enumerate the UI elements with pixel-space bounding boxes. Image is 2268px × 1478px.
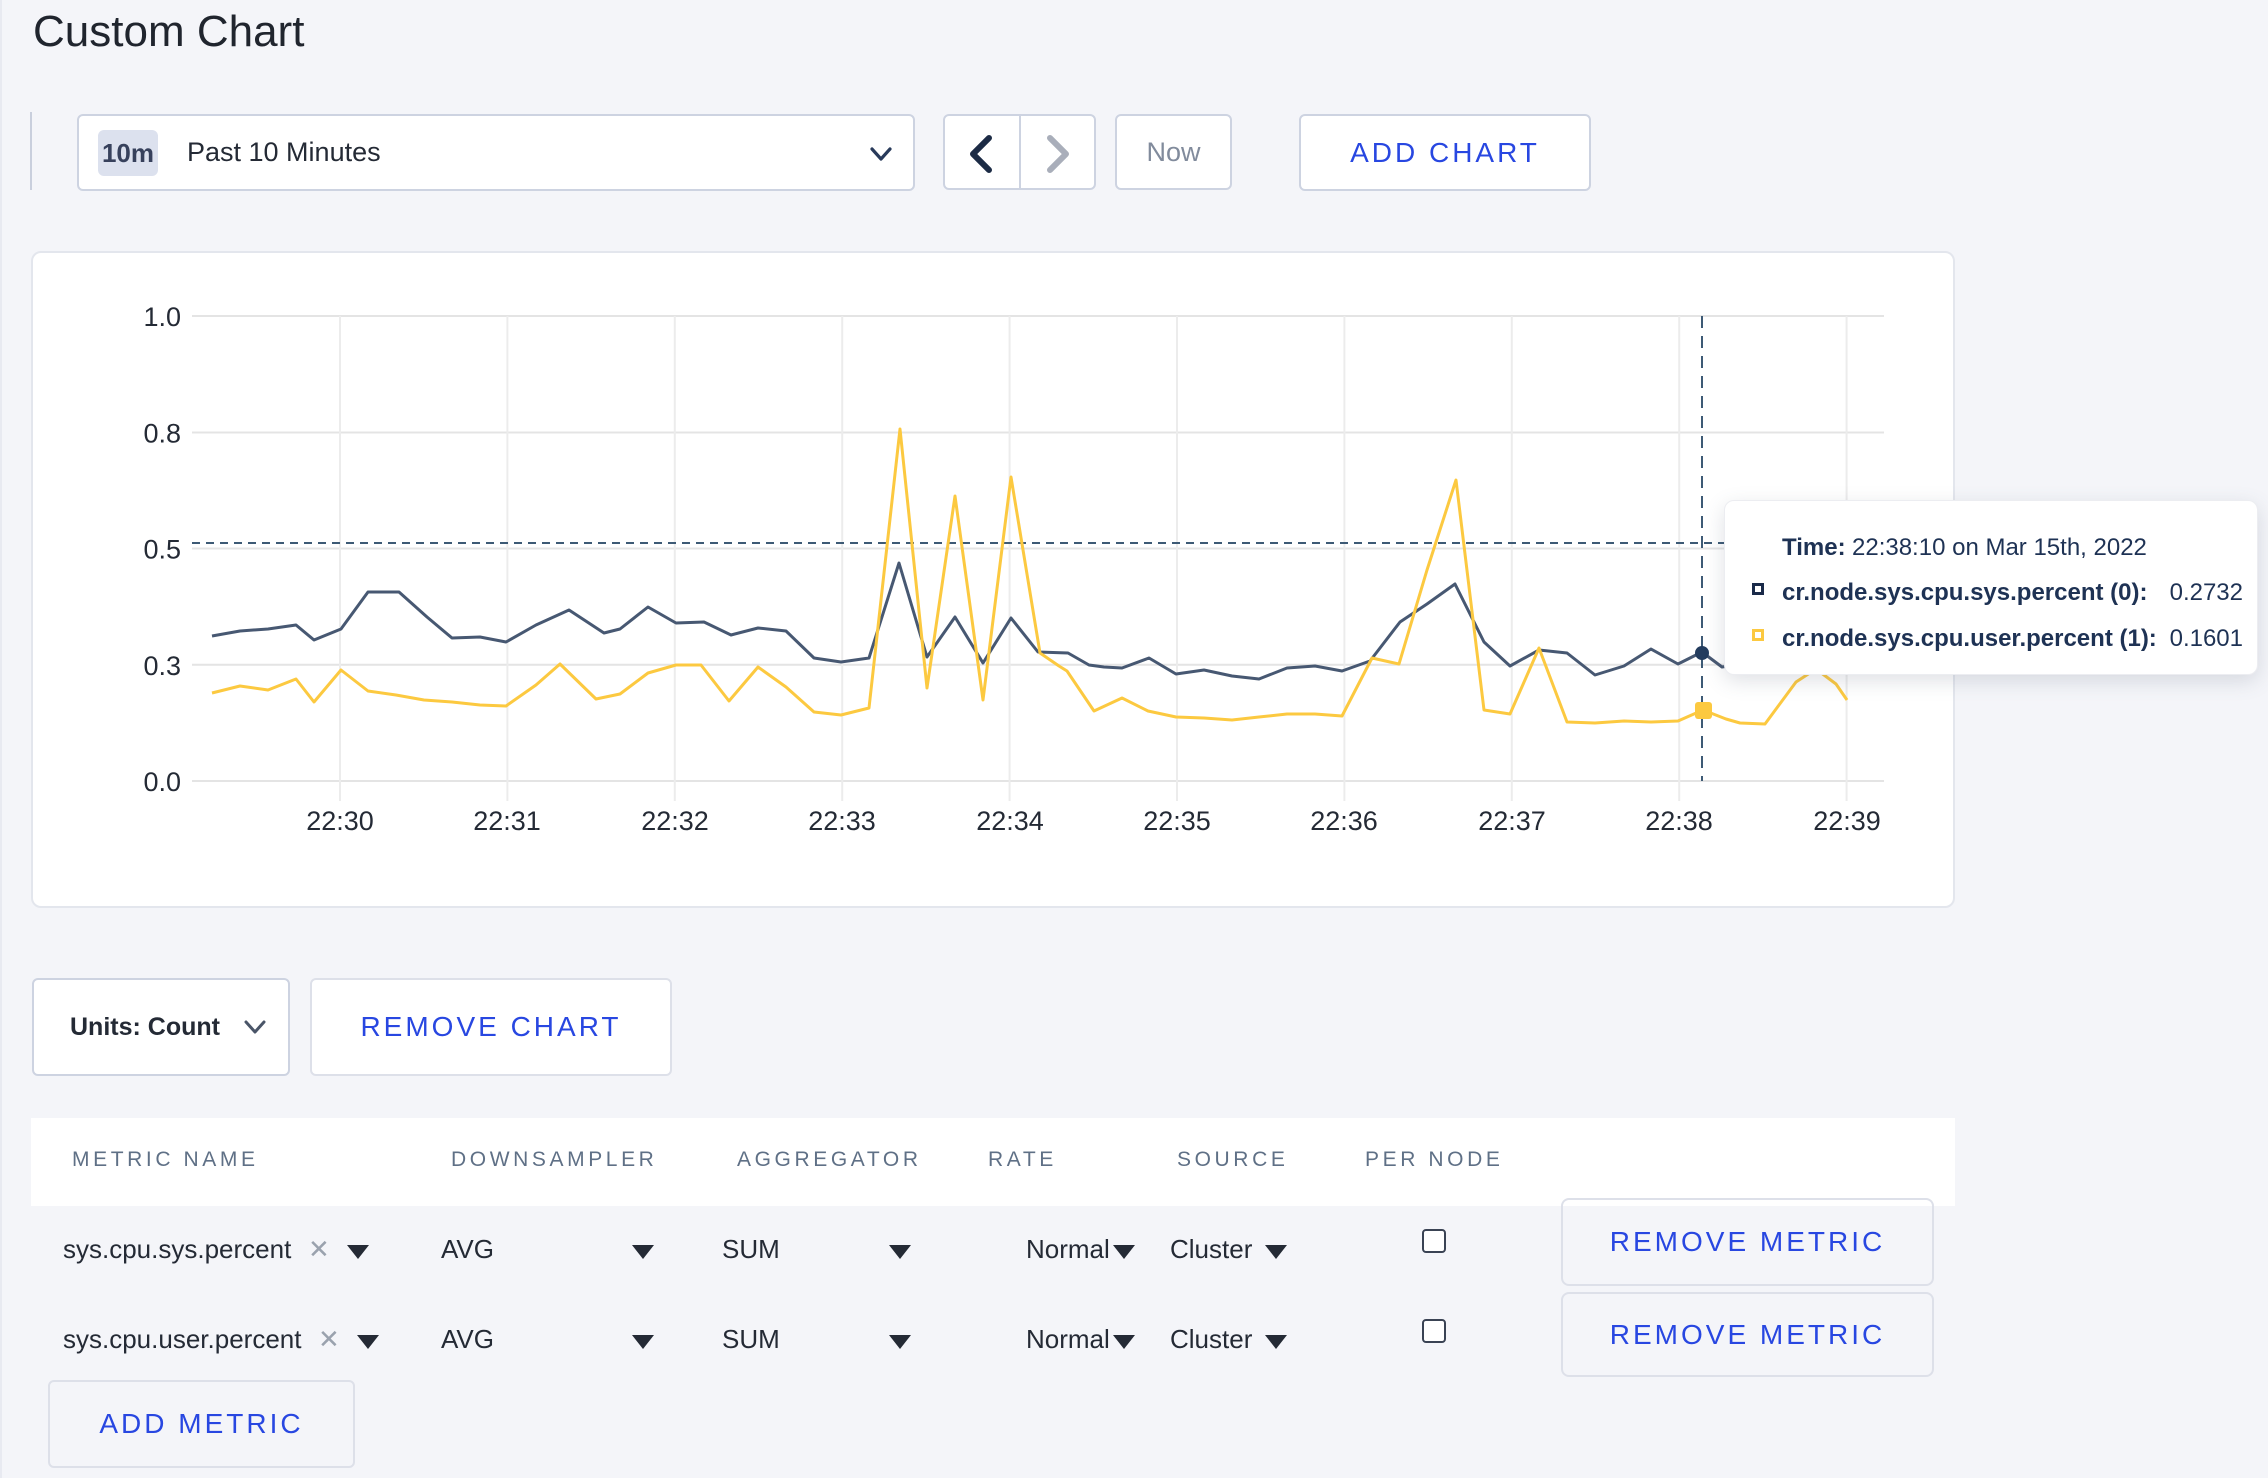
svg-text:22:35: 22:35: [1143, 806, 1211, 836]
svg-text:22:32: 22:32: [641, 806, 709, 836]
svg-text:22:39: 22:39: [1813, 806, 1881, 836]
svg-text:0.0: 0.0: [143, 767, 181, 797]
svg-text:22:34: 22:34: [976, 806, 1044, 836]
svg-text:22:31: 22:31: [473, 806, 541, 836]
svg-text:1.0: 1.0: [143, 302, 181, 332]
svg-text:22:36: 22:36: [1310, 806, 1378, 836]
svg-text:22:30: 22:30: [306, 806, 374, 836]
svg-text:0.5: 0.5: [143, 535, 181, 565]
svg-text:22:38: 22:38: [1645, 806, 1713, 836]
svg-text:0.8: 0.8: [143, 419, 181, 449]
svg-text:22:33: 22:33: [808, 806, 876, 836]
svg-text:0.3: 0.3: [143, 651, 181, 681]
svg-text:22:37: 22:37: [1478, 806, 1546, 836]
